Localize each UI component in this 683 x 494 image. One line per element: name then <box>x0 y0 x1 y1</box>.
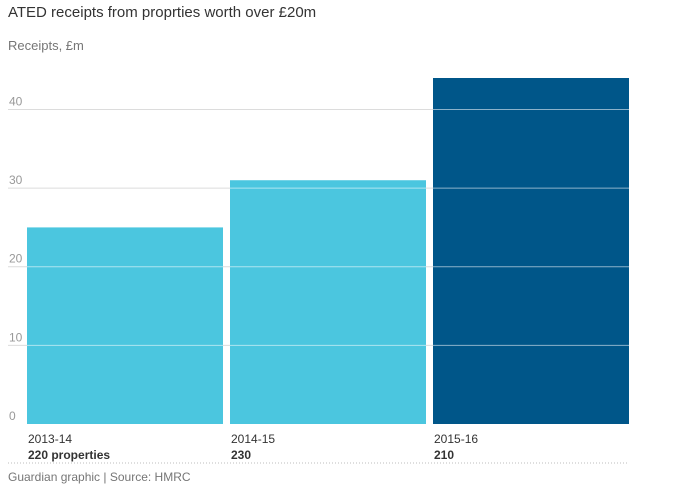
category-label-2014-15: 2014-15 <box>231 432 275 446</box>
bar-2013-14 <box>27 227 223 424</box>
properties-count-label: 220 properties <box>28 448 110 462</box>
y-tick-label-40: 40 <box>9 94 23 108</box>
bars <box>27 78 629 424</box>
category-label-2015-16: 2015-16 <box>434 432 478 446</box>
y-tick-labels: 0 10 20 30 40 <box>9 94 23 423</box>
bar-2015-16 <box>433 78 629 424</box>
chart-title: ATED receipts from proprties worth over … <box>8 4 317 21</box>
y-axis-unit-label: Receipts, £m <box>8 38 84 53</box>
bar-grid-overlay <box>27 108 629 346</box>
source-footer: Guardian graphic | Source: HMRC <box>8 470 191 484</box>
properties-count-label: 210 <box>434 448 454 462</box>
y-tick-label-10: 10 <box>9 330 23 344</box>
bar-2014-15 <box>230 180 426 424</box>
category-labels: 2013-14 220 properties 2014-15 230 2015-16 21… <box>28 432 478 462</box>
y-tick-label-30: 30 <box>9 173 23 187</box>
category-label-2013-14: 2013-14 <box>28 432 72 446</box>
y-tick-label-0: 0 <box>9 409 16 423</box>
y-tick-label-20: 20 <box>9 252 23 266</box>
properties-count-label: 230 <box>231 448 251 462</box>
